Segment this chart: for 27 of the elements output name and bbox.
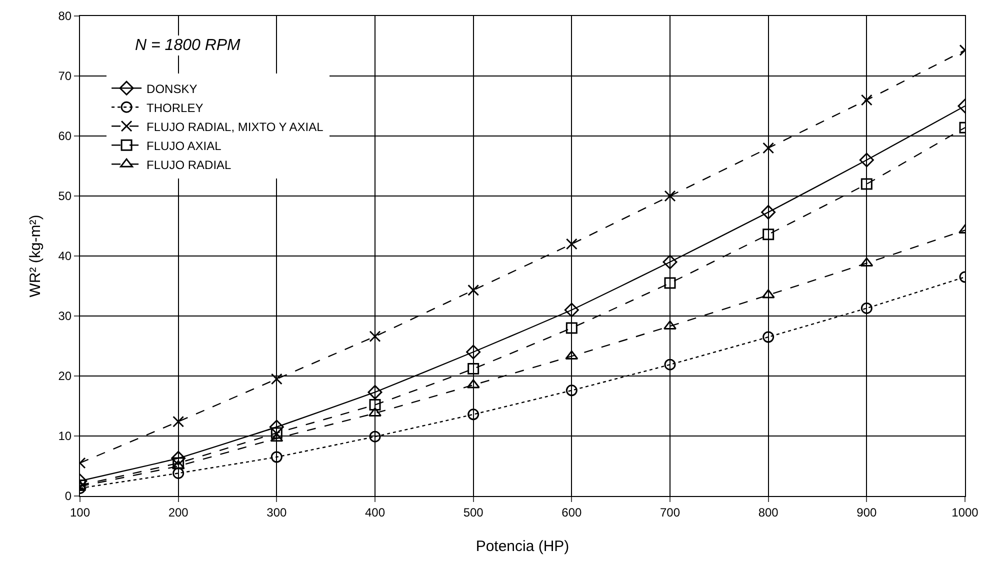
legend-label: FLUJO RADIAL, MIXTO Y AXIAL (146, 120, 324, 134)
legend-label: FLUJO AXIAL (146, 138, 222, 153)
x-tick-label: 800 (758, 505, 779, 520)
x-tick-label: 300 (266, 505, 287, 520)
x-tick-label: 900 (856, 505, 877, 520)
x-tick-label: 700 (660, 505, 680, 520)
x-tick-label: 200 (168, 505, 189, 520)
x-tick-label: 100 (70, 505, 90, 520)
y-tick-label: 70 (58, 69, 72, 84)
x-tick-label: 400 (364, 505, 386, 520)
x-axis-title: Potencia (HP) (476, 538, 570, 555)
x-tick-label: 600 (562, 505, 582, 520)
y-tick-label: 10 (58, 429, 72, 444)
legend-label: DONSKY (146, 82, 198, 96)
y-tick-label: 30 (58, 309, 72, 324)
x-tick-label: 500 (463, 505, 484, 520)
y-tick-label: 60 (58, 129, 72, 144)
y-tick-label: 50 (58, 189, 72, 204)
annotation: N = 1800 RPM (135, 37, 242, 54)
y-tick-label: 40 (58, 249, 72, 264)
legend-label: THORLEY (146, 100, 204, 115)
y-tick-label: 0 (64, 489, 72, 504)
legend-label: FLUJO RADIAL (146, 158, 232, 172)
y-tick-label: 80 (58, 9, 72, 24)
x-tick-label: 1000 (952, 505, 979, 520)
y-axis-title: WR² (kg-m²) (27, 214, 44, 298)
y-tick-label: 20 (58, 369, 72, 384)
